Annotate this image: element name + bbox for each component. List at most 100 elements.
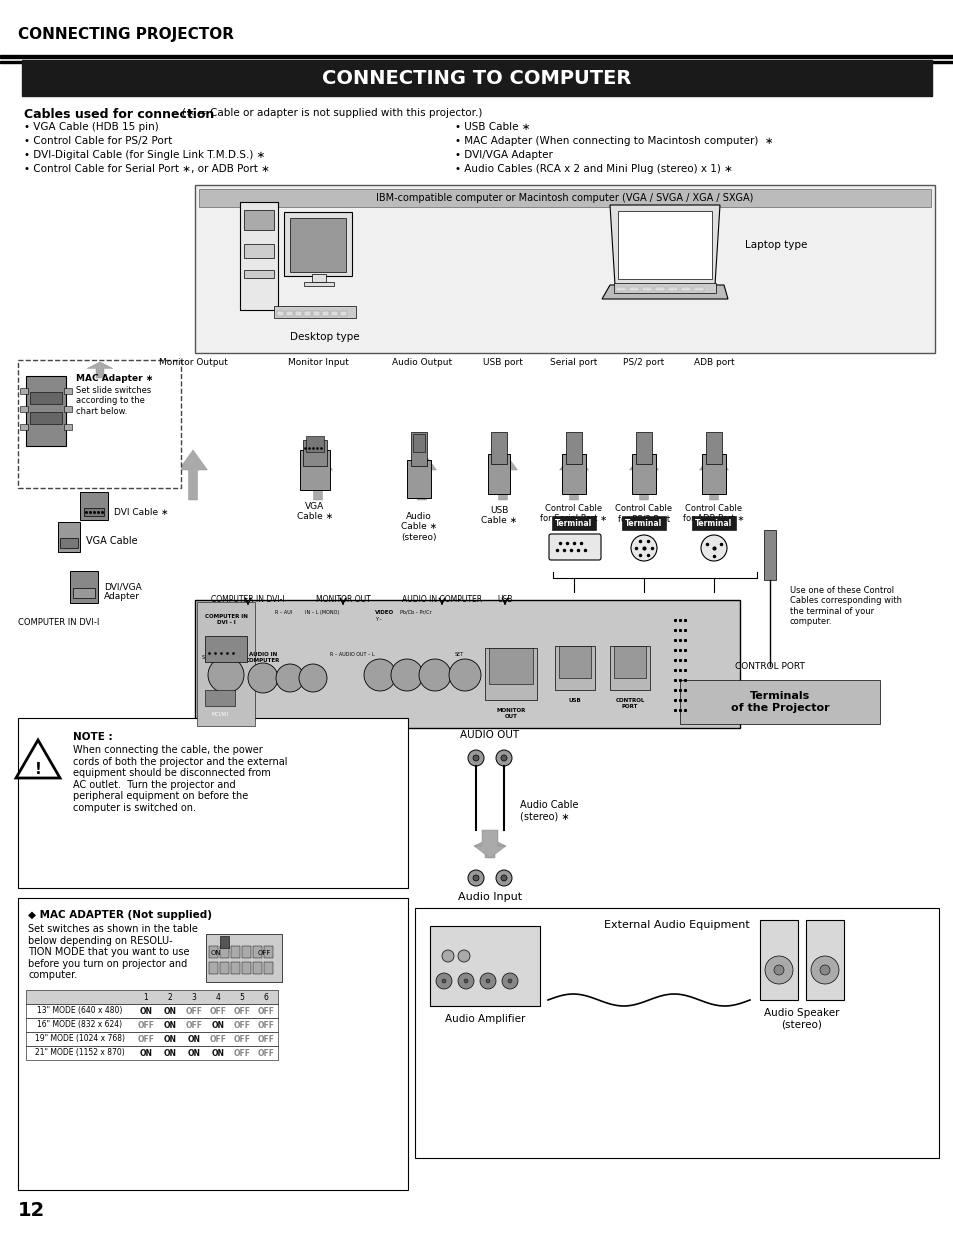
Bar (84, 508, 104, 516)
Text: • Control Cable for Serial Port ∗, or ADB Port ∗: • Control Cable for Serial Port ∗, or AD… (24, 164, 270, 174)
Polygon shape (559, 450, 588, 500)
Bar (299, 450, 330, 490)
Text: Use one of these Control
Cables corresponding with
the terminal of your
computer: Use one of these Control Cables correspo… (789, 585, 901, 626)
Circle shape (436, 973, 452, 989)
Bar (0, 56, 953, 58)
Text: OFF: OFF (257, 950, 271, 956)
Text: ON: ON (163, 1020, 176, 1030)
Text: (∗ = Cable or adapter is not supplied with this projector.): (∗ = Cable or adapter is not supplied wi… (182, 107, 482, 119)
Bar (240, 203, 277, 310)
Text: OFF: OFF (257, 1035, 274, 1044)
Text: CONNECTING TO COMPUTER: CONNECTING TO COMPUTER (322, 68, 631, 88)
Circle shape (507, 979, 512, 983)
Bar (209, 962, 218, 974)
Text: IBM-compatible computer or Macintosh computer (VGA / SVGA / XGA / SXGA): IBM-compatible computer or Macintosh com… (375, 193, 753, 203)
Bar (413, 433, 424, 452)
Text: ON: ON (188, 1049, 200, 1057)
Polygon shape (601, 285, 727, 299)
Polygon shape (16, 740, 60, 778)
Text: Laptop type: Laptop type (744, 240, 806, 249)
Text: OFF: OFF (137, 1035, 154, 1044)
Text: OFF: OFF (185, 1007, 202, 1015)
Text: OFF: OFF (257, 1049, 274, 1057)
Text: AUDIO IN COMPUTER: AUDIO IN COMPUTER (401, 595, 481, 604)
Bar (484, 648, 537, 700)
Polygon shape (87, 362, 112, 378)
Circle shape (298, 664, 327, 692)
Polygon shape (407, 450, 436, 500)
Circle shape (473, 755, 478, 761)
Bar (30, 412, 62, 424)
Text: Y –: Y – (375, 618, 381, 622)
Bar (621, 516, 665, 530)
Text: R – AUDIO OUT – L: R – AUDIO OUT – L (330, 652, 375, 657)
Bar (22, 61, 931, 96)
Bar (614, 646, 645, 678)
Bar (253, 946, 262, 958)
Text: CONTROL PORT: CONTROL PORT (734, 662, 804, 671)
Text: External Audio Equipment: External Audio Equipment (603, 920, 749, 930)
Bar (64, 388, 71, 394)
Bar (339, 311, 347, 316)
Text: Control Cable
for PS/2 Port: Control Cable for PS/2 Port (615, 504, 672, 524)
Bar (430, 926, 539, 1007)
Bar (618, 211, 711, 279)
Bar (194, 600, 740, 727)
Text: Control Cable
for Serial Port ∗: Control Cable for Serial Port ∗ (539, 504, 607, 524)
Circle shape (463, 979, 468, 983)
Bar (679, 680, 879, 724)
Bar (760, 920, 797, 1000)
Text: 1: 1 (144, 993, 149, 1002)
Bar (205, 690, 234, 706)
Circle shape (468, 750, 483, 766)
Text: Terminal: Terminal (555, 519, 592, 527)
Bar (655, 287, 664, 291)
Text: VGA
Cable ∗: VGA Cable ∗ (296, 501, 333, 521)
Bar (304, 282, 334, 287)
Text: Audio Speaker
(stereo): Audio Speaker (stereo) (763, 1008, 839, 1030)
Text: • USB Cable ∗: • USB Cable ∗ (455, 122, 530, 132)
Text: 19" MODE (1024 x 768): 19" MODE (1024 x 768) (35, 1035, 125, 1044)
Text: Control Cable
for ADB Port ∗: Control Cable for ADB Port ∗ (682, 504, 744, 524)
Text: Monitor Output: Monitor Output (158, 358, 227, 367)
Bar (244, 210, 274, 230)
Text: Desktop type: Desktop type (290, 332, 359, 342)
Circle shape (479, 973, 496, 989)
Circle shape (457, 950, 470, 962)
Text: Monitor Input: Monitor Input (287, 358, 348, 367)
Text: VGA Cable: VGA Cable (86, 536, 137, 546)
Bar (244, 245, 274, 258)
Bar (26, 1018, 277, 1032)
Text: Audio Cable
(stereo) ∗: Audio Cable (stereo) ∗ (519, 800, 578, 821)
Bar (220, 936, 229, 948)
Bar (231, 946, 240, 958)
Circle shape (441, 950, 454, 962)
Circle shape (485, 979, 490, 983)
Text: CONTROL
PORT: CONTROL PORT (615, 698, 644, 709)
Text: OFF: OFF (233, 1049, 251, 1057)
Bar (558, 646, 590, 678)
Bar (691, 516, 735, 530)
Bar (628, 287, 639, 291)
Bar (565, 432, 581, 464)
Bar (693, 287, 703, 291)
Bar (276, 311, 284, 316)
Bar (489, 648, 533, 684)
Polygon shape (178, 450, 207, 500)
Text: ON: ON (139, 1007, 152, 1015)
Polygon shape (474, 830, 505, 858)
Bar (680, 287, 690, 291)
Bar (73, 588, 95, 598)
Text: COMPUTER IN
DVI - I: COMPUTER IN DVI - I (204, 614, 247, 625)
Circle shape (630, 535, 657, 561)
Bar (26, 1046, 277, 1060)
Text: NOTE :: NOTE : (73, 732, 112, 742)
Bar (206, 934, 282, 982)
Bar (705, 432, 721, 464)
Polygon shape (474, 839, 505, 858)
Bar (411, 432, 427, 466)
Text: • VGA Cable (HDB 15 pin): • VGA Cable (HDB 15 pin) (24, 122, 158, 132)
Text: ON: ON (212, 1020, 224, 1030)
Bar (20, 388, 28, 394)
Circle shape (500, 755, 506, 761)
